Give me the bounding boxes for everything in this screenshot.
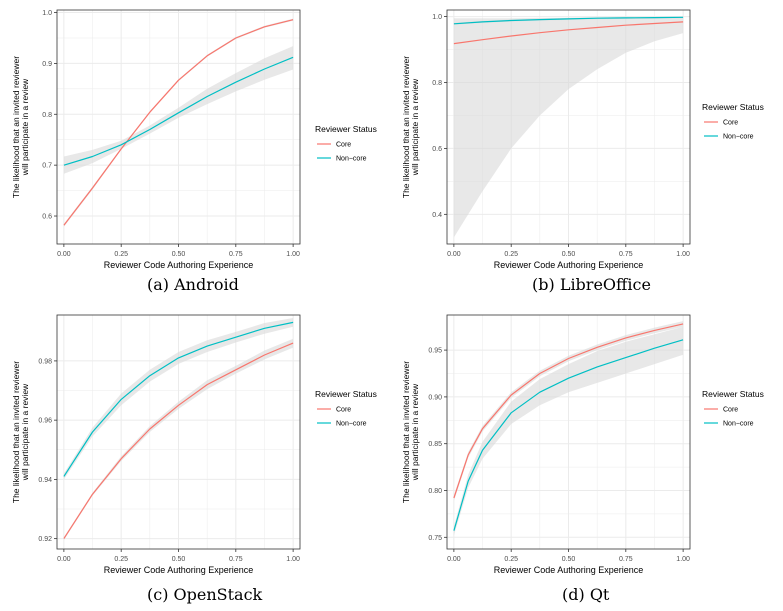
y-tick-label: 0.92 [38,536,52,543]
x-tick-label: 0.75 [619,251,633,258]
y-tick-label: 0.80 [428,488,442,495]
chart-qt-svg: 0.00 0.25 0.50 0.75 1.00 0.75 0.80 0.85 0.90 0.95… [401,314,764,575]
y-axis-label-line2: will participate in a review [20,78,30,176]
confidence-band-core [453,17,684,238]
x-axis-label: Reviewer Code Authoring Experience [494,565,644,575]
y-tick-label: 0.6 [432,146,442,153]
series-line-core [453,323,684,499]
x-tick-label: 1.00 [286,556,300,563]
x-tick-label: 0.25 [504,251,518,258]
y-tick-label: 0.7 [42,163,52,170]
y-tick-label: 0.95 [428,348,442,355]
caption-android: (a) Android [147,275,239,294]
chart-libreoffice: 0.00 0.25 0.50 0.75 1.00 0.4 0.6 0.8 1.0 Reviewer… [392,0,783,305]
legend-label-noncore: Non−core [723,134,754,141]
plot-border [56,9,301,245]
y-axis-label-line1: The likelihood that an invited reviewer [401,56,411,198]
y-axis-label-line1: The likelihood that an invited reviewer [401,361,411,503]
y-tick-label: 0.8 [432,80,442,87]
plot-border [56,314,301,550]
legend-label-core: Core [336,142,351,149]
x-tick-label: 0.75 [229,251,243,258]
y-tick-label: 0.96 [38,418,52,425]
legend-label-noncore: Non−core [723,421,754,428]
chart-libreoffice-svg: 0.00 0.25 0.50 0.75 1.00 0.4 0.6 0.8 1.0 Reviewer… [401,9,764,270]
x-tick-label: 1.00 [286,251,300,258]
x-tick-label: 0.50 [172,251,186,258]
x-tick-label: 0.00 [57,556,71,563]
legend-title: Reviewer Status [315,124,377,134]
x-tick-label: 0.75 [619,556,633,563]
y-tick-label: 0.9 [42,61,52,68]
confidence-band-core [453,321,684,501]
chart-qt: 0.00 0.25 0.50 0.75 1.00 0.75 0.80 0.85 0.90 0.95… [392,305,783,611]
legend-label-noncore: Non−core [336,421,367,428]
series-line-noncore [63,56,294,166]
chart-openstack: 0.00 0.25 0.50 0.75 1.00 0.92 0.94 0.96 0.98 Revi… [0,305,392,611]
x-tick-label: 0.75 [229,556,243,563]
y-tick-label: 1.0 [432,14,442,21]
x-axis-label: Reviewer Code Authoring Experience [104,260,254,270]
series-line-noncore [63,321,294,477]
chart-android-svg: 0.00 0.25 0.50 0.75 1.00 0.6 0.7 0.8 0.9 1.0 Revie… [11,9,377,270]
y-tick-label: 0.94 [38,477,52,484]
y-tick-label: 0.98 [38,358,52,365]
chart-openstack-svg: 0.00 0.25 0.50 0.75 1.00 0.92 0.94 0.96 0.98 Revi… [11,314,377,575]
chart-android: 0.00 0.25 0.50 0.75 1.00 0.6 0.7 0.8 0.9 1.0 Revie… [0,0,392,305]
y-axis-label-line1: The likelihood that an invited reviewer [11,56,21,198]
x-tick-label: 0.00 [447,251,461,258]
y-tick-label: 0.8 [42,112,52,119]
y-tick-label: 0.6 [42,214,52,221]
caption-qt: (d) Qt [562,585,610,604]
x-axis-label: Reviewer Code Authoring Experience [494,260,644,270]
confidence-band-noncore [453,326,684,536]
x-tick-label: 0.00 [447,556,461,563]
series-line-core [63,19,294,226]
caption-openstack: (c) OpenStack [147,585,263,604]
y-tick-label: 0.4 [432,212,442,219]
series-line-noncore [453,339,684,531]
y-tick-label: 1.0 [42,10,52,17]
y-tick-label: 0.90 [428,394,442,401]
x-tick-label: 1.00 [676,556,690,563]
legend-label-core: Core [723,407,738,414]
x-tick-label: 0.25 [114,251,128,258]
x-axis-label: Reviewer Code Authoring Experience [104,565,254,575]
x-tick-label: 0.25 [504,556,518,563]
legend-title: Reviewer Status [702,102,764,112]
plot-border [446,314,691,550]
x-tick-label: 0.50 [562,251,576,258]
y-axis-label-line2: will participate in a review [410,78,420,176]
x-tick-label: 0.50 [562,556,576,563]
y-axis-label-line2: will participate in a review [410,383,420,481]
y-tick-label: 0.75 [428,535,442,542]
x-tick-label: 0.25 [114,556,128,563]
confidence-band-noncore [453,16,684,25]
legend-label-core: Core [723,120,738,127]
series-line-core [63,342,294,539]
y-tick-label: 0.85 [428,441,442,448]
legend-label-core: Core [336,407,351,414]
legend-label-noncore: Non−core [336,156,367,163]
plot-border [446,9,691,245]
x-tick-label: 0.50 [172,556,186,563]
y-axis-label-line1: The likelihood that an invited reviewer [11,361,21,503]
y-axis-label-line2: will participate in a review [20,383,30,481]
confidence-band-noncore [63,46,294,174]
x-tick-label: 0.00 [57,251,71,258]
caption-libreoffice: (b) LibreOffice [532,275,651,294]
series-line-core [453,21,684,45]
series-line-noncore [453,16,684,25]
x-tick-label: 1.00 [676,251,690,258]
legend-title: Reviewer Status [702,389,764,399]
legend-title: Reviewer Status [315,389,377,399]
